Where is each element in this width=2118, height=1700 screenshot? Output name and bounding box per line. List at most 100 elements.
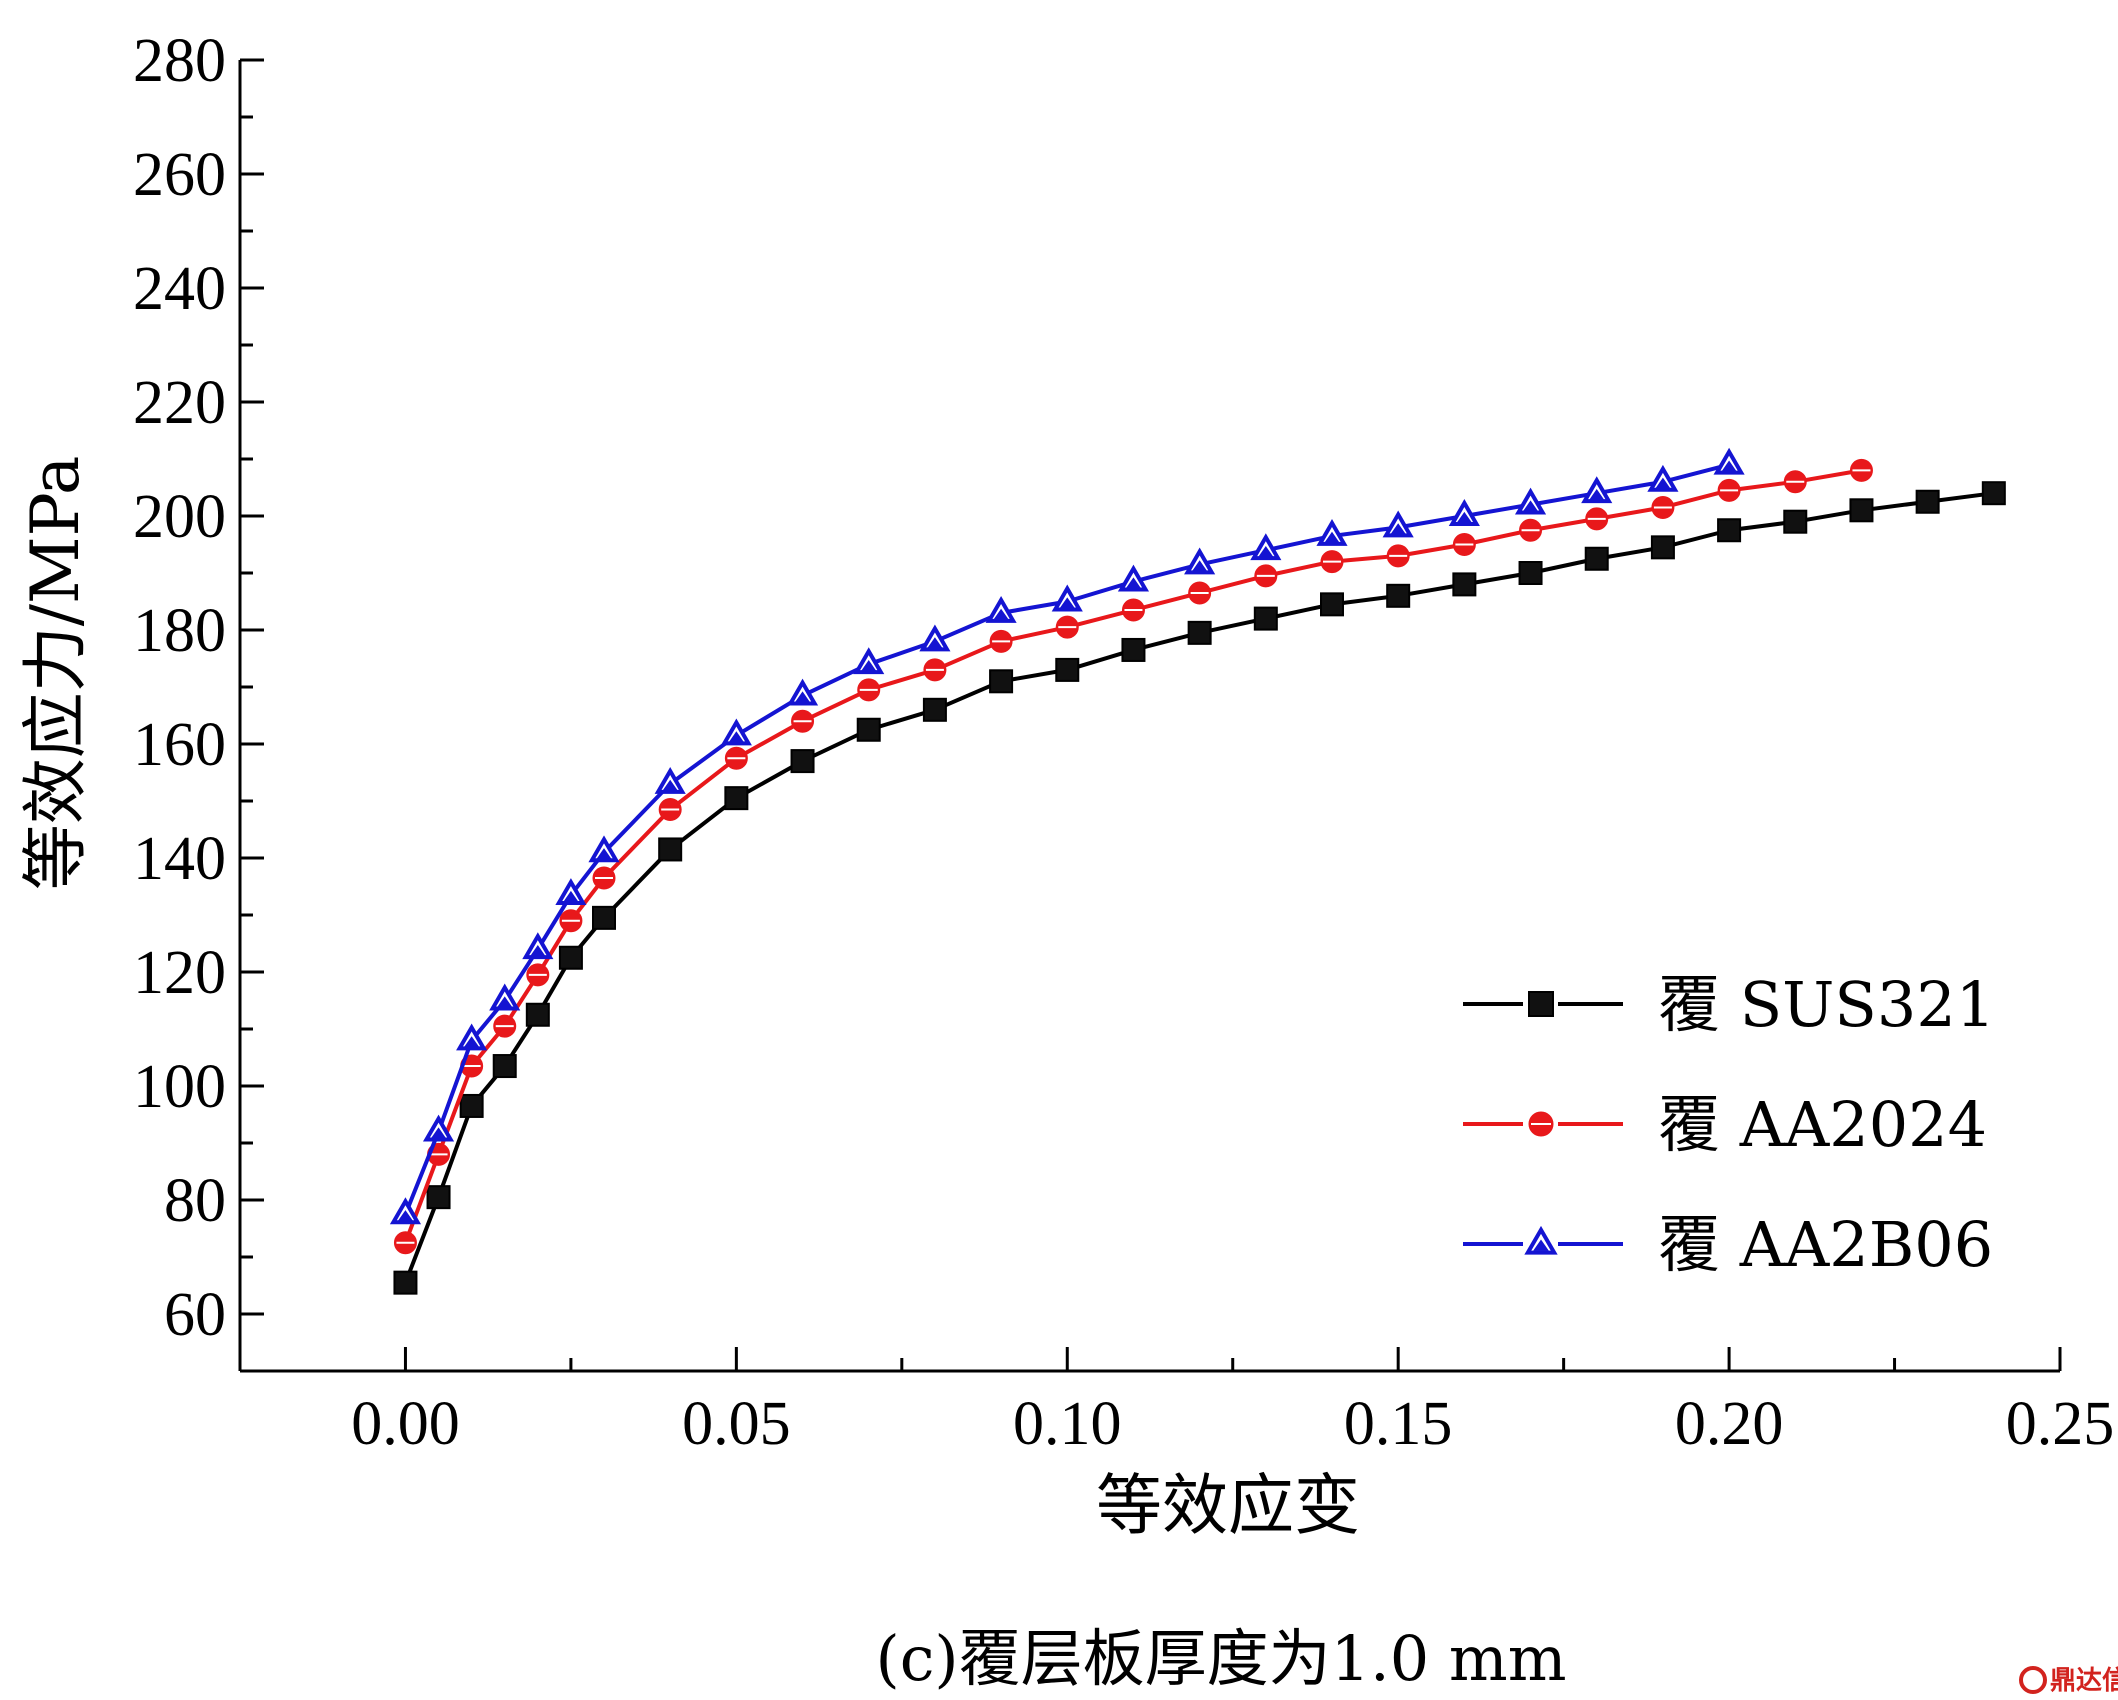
- data-point: [559, 909, 583, 933]
- data-point: [1783, 509, 1808, 534]
- data-point: [1981, 481, 2006, 506]
- triangle-marker-fill: [596, 848, 612, 859]
- data-point: [856, 717, 881, 742]
- data-point: [1386, 583, 1411, 608]
- data-point: [422, 1114, 455, 1142]
- legend-marker: [1524, 1225, 1558, 1255]
- data-point: [1581, 476, 1613, 504]
- data-point: [853, 647, 885, 675]
- legend-marker: [1528, 1111, 1554, 1137]
- data-point: [456, 1023, 488, 1051]
- triangle-marker-fill: [1655, 477, 1671, 489]
- triangle-marker-fill: [431, 1127, 446, 1138]
- data-point: [724, 786, 749, 811]
- data-point: [923, 658, 947, 682]
- watermark-logo: 鼎达信: [2019, 1666, 2118, 1696]
- watermark-text: 鼎达信: [2050, 1666, 2118, 1696]
- data-point: [1518, 561, 1543, 585]
- data-point: [525, 1002, 550, 1027]
- y-tick-label: 280: [133, 27, 226, 95]
- triangle-marker-fill: [662, 779, 678, 791]
- data-point: [1713, 447, 1745, 475]
- triangle-marker-fill: [1523, 500, 1538, 511]
- data-point: [393, 1270, 418, 1295]
- data-point: [1717, 478, 1741, 502]
- data-point: [1849, 498, 1874, 523]
- data-point: [1585, 507, 1609, 531]
- triangle-marker-fill: [1457, 511, 1472, 523]
- data-point: [724, 746, 748, 770]
- data-point: [492, 1054, 517, 1079]
- data-point: [1651, 495, 1675, 519]
- triangle-marker-fill: [1533, 1239, 1549, 1251]
- data-point: [919, 624, 951, 652]
- data-point: [592, 905, 616, 930]
- y-axis-title: 等效应力/MPa: [17, 456, 94, 891]
- data-point: [522, 932, 554, 960]
- triangle-marker-fill: [1324, 531, 1340, 543]
- data-point: [1320, 592, 1344, 617]
- y-tick-label: 60: [164, 1281, 226, 1349]
- data-point: [426, 1185, 451, 1210]
- watermark-logo-icon: [2019, 1666, 2047, 1694]
- data-point: [1254, 564, 1278, 588]
- legend-label: 覆 AA2024: [1658, 1088, 1987, 1161]
- data-point: [989, 629, 1013, 653]
- data-point: [658, 798, 682, 822]
- triangle-marker-fill: [1589, 489, 1604, 500]
- data-point: [592, 866, 616, 890]
- series-2: [389, 447, 1745, 1225]
- data-point: [1051, 584, 1083, 612]
- triangle-marker-fill: [1721, 460, 1737, 471]
- data-point: [1452, 533, 1476, 556]
- data-point: [922, 697, 947, 722]
- triangle-marker-fill: [1126, 577, 1141, 588]
- data-point: [1915, 489, 1940, 514]
- data-point: [1253, 606, 1278, 631]
- y-tick-label: 100: [133, 1053, 226, 1121]
- y-tick-label: 160: [133, 711, 226, 779]
- x-tick-label: 0.00: [351, 1390, 460, 1458]
- legend: 覆 SUS321 覆 AA2024 覆 AA2B06: [1463, 968, 1995, 1281]
- data-point: [1187, 620, 1212, 645]
- triangle-marker-fill: [1258, 546, 1274, 557]
- data-point: [459, 1093, 484, 1118]
- triangle-marker-fill: [530, 945, 546, 956]
- data-point: [1055, 615, 1079, 639]
- triangle-marker-fill: [729, 731, 744, 742]
- data-point: [720, 718, 752, 746]
- legend-label: 覆 AA2B06: [1658, 1208, 1993, 1281]
- data-point: [493, 1014, 517, 1038]
- data-point: [526, 963, 550, 987]
- data-point: [1783, 470, 1807, 494]
- data-point: [989, 669, 1014, 694]
- triangle-marker-fill: [1192, 560, 1207, 571]
- series-layer: [389, 447, 2006, 1295]
- series-line: [403, 491, 1995, 1284]
- x-tick-label: 0.05: [682, 1390, 791, 1458]
- data-point: [1519, 518, 1543, 542]
- series-1: [393, 458, 1873, 1255]
- data-point: [1188, 581, 1212, 605]
- data-point: [1316, 519, 1348, 546]
- data-point: [1514, 487, 1547, 515]
- triangle-marker-fill: [497, 996, 512, 1007]
- data-point: [1849, 458, 1873, 482]
- triangle-marker-fill: [464, 1036, 479, 1047]
- data-point: [1386, 544, 1410, 568]
- data-point: [786, 678, 819, 706]
- legend-item-0: 覆 SUS321: [1463, 968, 1995, 1041]
- data-point: [1184, 547, 1216, 575]
- data-point: [985, 595, 1017, 623]
- axes: 60 80 100 120 140 160 180 200 220 240 260 280 0.00 0.…: [133, 27, 2114, 1458]
- data-point: [389, 1197, 422, 1225]
- triangle-marker-fill: [1060, 597, 1075, 608]
- data-point: [393, 1231, 417, 1255]
- data-point: [1448, 499, 1480, 526]
- legend-item-2: 覆 AA2B06: [1463, 1208, 1993, 1281]
- data-point: [1647, 464, 1679, 492]
- x-tick-label: 0.25: [2006, 1390, 2115, 1458]
- data-point: [857, 678, 881, 702]
- triangle-marker-fill: [398, 1210, 413, 1221]
